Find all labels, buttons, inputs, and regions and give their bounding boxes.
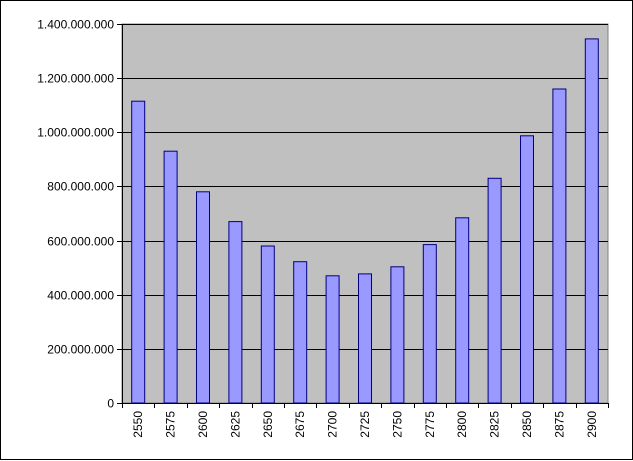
y-tick-label: 1.400.000.000	[37, 18, 114, 32]
x-tick-label: 2775	[423, 411, 437, 438]
bar-2650	[260, 245, 275, 404]
y-tick-label: 400.000.000	[47, 289, 114, 303]
x-tick-label: 2825	[488, 411, 502, 438]
axes	[117, 24, 609, 408]
x-tick-label: 2850	[520, 411, 534, 438]
x-tick-label: 2725	[358, 411, 372, 438]
bar-2625	[228, 221, 243, 404]
x-tick-label: 2900	[585, 411, 599, 438]
x-tick-label: 2800	[455, 411, 469, 438]
y-tick-label: 1.000.000.000	[37, 126, 114, 140]
bars	[131, 38, 599, 404]
bar-2575	[163, 150, 178, 404]
x-tick-labels: 2550 2575 2600 2625 2650 2675 2700 2725 2750 2775…	[131, 411, 599, 438]
bar-2900	[584, 38, 599, 404]
bar-2750	[390, 266, 405, 404]
bar-2825	[487, 177, 502, 404]
x-tick-label: 2675	[293, 411, 307, 438]
bar-2725	[358, 273, 372, 404]
y-tick-label: 600.000.000	[47, 235, 114, 249]
bar-2875	[552, 88, 567, 404]
bar-2800	[455, 217, 470, 404]
y-tick-label: 1.200.000.000	[37, 72, 114, 86]
x-tick-label: 2625	[228, 411, 242, 438]
x-tick-label: 2750	[390, 411, 404, 438]
bar-2550	[131, 100, 146, 404]
x-tick-label: 2550	[131, 411, 145, 438]
bar-2775	[422, 244, 437, 404]
y-tick-label: 0	[107, 397, 114, 411]
y-tick-labels: 0 200.000.000 400.000.000 600.000.000 800.00…	[37, 18, 114, 411]
bar-2675	[293, 261, 308, 404]
bar-2850	[520, 135, 534, 404]
bar-2700	[325, 275, 340, 404]
x-tick-label: 2875	[552, 411, 566, 438]
y-tick-label: 800.000.000	[47, 180, 114, 194]
x-tick-label: 2575	[164, 411, 178, 438]
x-tick-label: 2600	[196, 411, 210, 438]
bar-2600	[196, 191, 210, 404]
y-tick-label: 200.000.000	[47, 343, 114, 357]
x-tick-label: 2650	[261, 411, 275, 438]
x-tick-label: 2700	[326, 411, 340, 438]
